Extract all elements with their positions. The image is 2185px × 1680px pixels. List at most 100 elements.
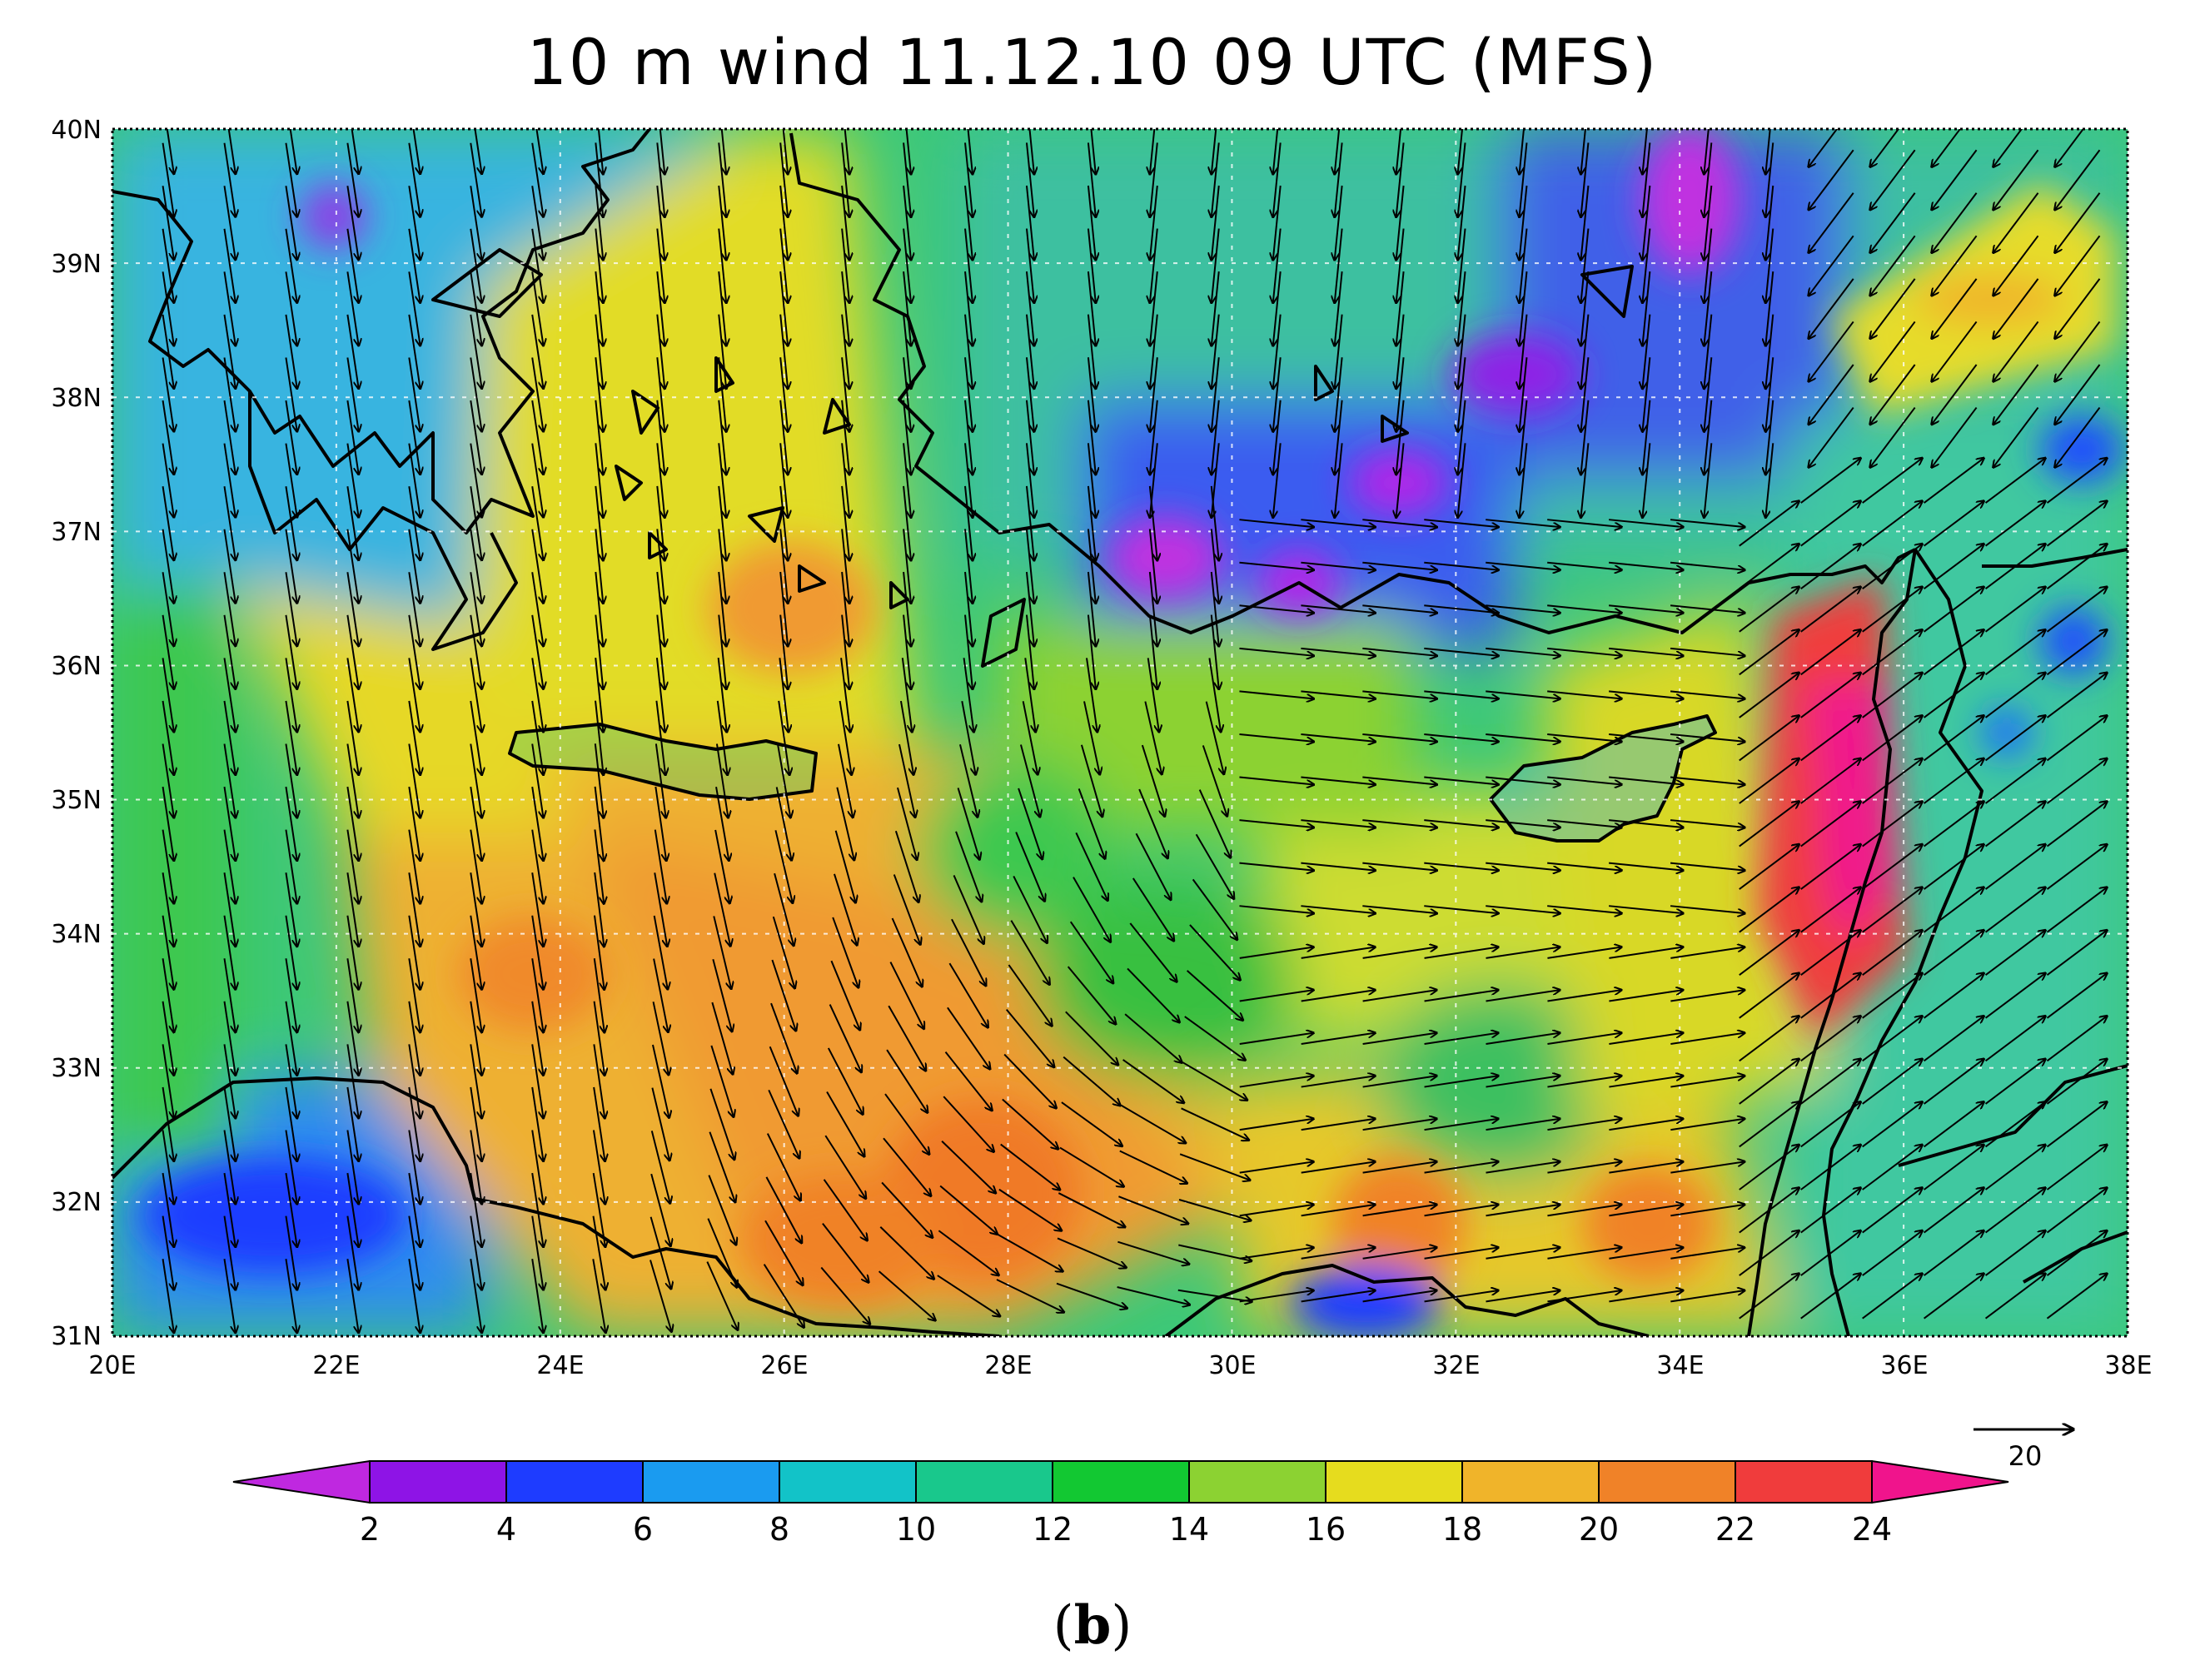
wind-arrow	[1198, 789, 1231, 858]
wind-arrow	[1642, 129, 1648, 175]
wind-arrow	[1580, 400, 1590, 475]
wind-arrow	[656, 357, 664, 432]
wind-arrow	[1984, 1188, 2046, 1234]
wind-arrow	[2046, 1274, 2108, 1320]
wind-arrow	[1078, 788, 1105, 858]
wind-arrow	[1800, 1016, 1861, 1062]
wind-arrow	[1670, 733, 1745, 742]
wind-arrow	[1362, 733, 1437, 742]
wind-arrow	[1362, 1290, 1437, 1303]
wind-arrow	[1870, 278, 1916, 339]
wind-arrow	[162, 186, 174, 260]
wind-arrow	[470, 743, 481, 818]
wind-arrow	[162, 1044, 174, 1118]
wind-arrow	[841, 529, 849, 604]
wind-arrow	[162, 614, 174, 689]
wind-arrow	[346, 443, 358, 518]
wind-arrow	[650, 1131, 670, 1203]
wind-arrow	[1924, 973, 1984, 1019]
wind-arrow	[1800, 1274, 1861, 1320]
wind-arrow	[1008, 964, 1052, 1026]
wind-arrow	[653, 958, 668, 1032]
wind-arrow	[227, 129, 235, 174]
wind-arrow	[823, 1179, 868, 1240]
wind-arrow	[470, 443, 481, 518]
wind-arrow	[1670, 1161, 1745, 1174]
wind-arrow	[470, 486, 481, 560]
wind-arrow	[223, 958, 235, 1032]
wind-arrow	[774, 830, 792, 903]
wind-arrow	[1984, 1230, 2046, 1276]
wind-arrow	[1520, 129, 1525, 175]
wind-arrow	[943, 1096, 994, 1152]
wind-arrow	[1179, 1153, 1250, 1180]
map-frame	[111, 127, 2129, 1338]
wind-arrow	[1080, 744, 1102, 817]
wind-arrow	[1212, 314, 1220, 390]
wind-arrow	[1025, 614, 1034, 690]
wind-arrow	[1984, 544, 2046, 590]
wind-arrow	[1862, 758, 1923, 804]
wind-arrow	[470, 1001, 481, 1076]
wind-arrow	[774, 872, 794, 946]
lon-tick: 26E	[760, 1351, 808, 1380]
wind-arrow	[593, 1044, 605, 1118]
wind-arrow	[1520, 271, 1528, 346]
wind-arrow	[1239, 1290, 1314, 1303]
wind-arrow	[162, 700, 174, 775]
wind-arrow	[772, 916, 795, 988]
wind-arrow	[285, 1044, 296, 1118]
wind-arrow	[886, 1049, 928, 1113]
wind-arrow	[779, 658, 789, 732]
wind-arrow	[1924, 501, 1984, 547]
wind-arrow	[223, 357, 235, 431]
wind-arrow	[1061, 1101, 1122, 1146]
wind-arrow	[1924, 1145, 1984, 1190]
wind-arrow	[1396, 443, 1405, 518]
wind-arrow	[1189, 924, 1241, 980]
wind-arrow	[531, 572, 543, 646]
wind-arrow	[2055, 129, 2085, 167]
wind-arrow	[1025, 485, 1034, 561]
wind-arrow	[1005, 1009, 1054, 1067]
wind-arrow	[1609, 1033, 1683, 1045]
colorbar-cell	[642, 1460, 780, 1504]
wind-arrow	[1063, 1056, 1120, 1106]
wind-arrow	[1547, 604, 1622, 613]
wind-arrow	[408, 572, 420, 646]
wind-arrow	[996, 1279, 1064, 1312]
wind-arrow	[595, 228, 603, 304]
wind-arrow	[1362, 905, 1437, 913]
wind-arrow	[223, 700, 235, 775]
wind-arrow	[285, 400, 296, 475]
wind-arrow	[1362, 947, 1437, 959]
wind-arrow	[346, 915, 358, 990]
wind-arrow	[346, 1172, 358, 1247]
wind-arrow	[957, 788, 980, 859]
wind-arrow	[223, 486, 235, 560]
wind-arrow	[470, 271, 481, 345]
wind-arrow	[531, 443, 543, 518]
wind-arrow	[1739, 587, 1799, 633]
wind-arrow	[346, 572, 358, 646]
wind-arrow	[709, 1131, 735, 1203]
wind-arrow	[659, 129, 664, 175]
wind-arrow	[1396, 314, 1405, 390]
wind-arrow	[903, 571, 911, 647]
wind-arrow	[2046, 802, 2108, 847]
wind-arrow	[470, 529, 481, 604]
wind-arrow	[1800, 887, 1861, 933]
wind-arrow	[1993, 129, 2023, 167]
wind-arrow	[1273, 228, 1282, 304]
wind-arrow	[531, 786, 543, 861]
wind-arrow	[964, 142, 973, 217]
wind-arrow	[1424, 561, 1499, 570]
map-title: 10 m wind 11.12.10 09 UTC (MFS)	[526, 25, 1659, 99]
wind-arrow	[1984, 844, 2046, 890]
wind-arrow	[1301, 604, 1376, 613]
wind-arrow	[408, 915, 420, 990]
wind-arrow	[1486, 561, 1560, 570]
wind-arrow	[654, 829, 667, 904]
wind-arrow	[162, 658, 174, 732]
wind-arrow	[1870, 406, 1916, 468]
